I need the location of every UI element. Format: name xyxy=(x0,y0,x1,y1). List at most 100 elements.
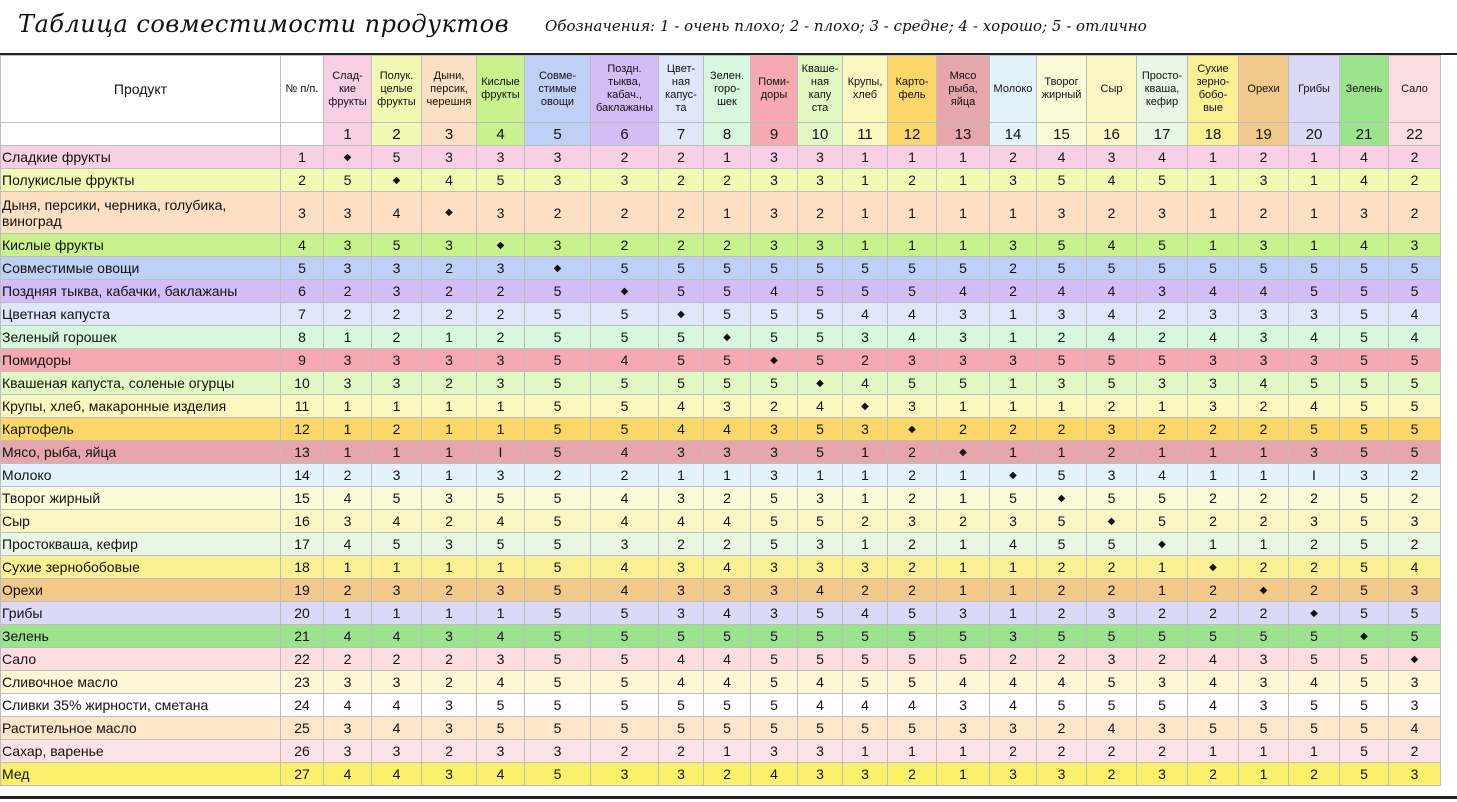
compatibility-table: Продукт № п/п. Слад- кие фрукты Полук. це… xyxy=(0,55,1441,786)
rating-cell: 5 xyxy=(887,624,937,648)
rating-cell: 3 xyxy=(797,233,843,257)
rating-cell: 4 xyxy=(371,716,422,740)
table-row: Зелень 21 4 4 3 4 5 5 5 5 5 5 5 5 5 3 5 5 5 5 5 5 ◆ 5 xyxy=(0,624,1441,648)
rating-cell: 3 xyxy=(658,601,704,625)
rating-cell: 4 xyxy=(842,371,888,395)
row-number-cell: 5 xyxy=(280,256,324,280)
rating-cell: 1 xyxy=(421,394,477,418)
rating-cell: 3 xyxy=(421,532,477,556)
rating-cell: 1 xyxy=(1238,739,1289,763)
rating-cell: 2 xyxy=(590,145,659,169)
table-row: Сухие зернобобовые 18 1 1 1 1 5 4 3 4 3 3 3 2 1 1 2 2 1 ◆ 2 2… xyxy=(0,555,1441,579)
table-row: Цветная капуста 7 2 2 2 2 5 5 ◆ 5 5 5 4 4 3 1 3 4 2 3 3 3 5 4 xyxy=(0,302,1441,326)
rating-cell: 5 xyxy=(1136,256,1188,280)
rating-cell: 2 xyxy=(590,191,659,234)
rating-cell: 3 xyxy=(658,578,704,602)
rating-cell: 3 xyxy=(371,348,422,372)
table-row: Совместимые овощи 5 3 3 2 3 ◆ 5 5 5 5 5 5 5 5 2 5 5 5 5 5 5 5 5 xyxy=(0,256,1441,280)
rating-cell: 3 xyxy=(797,145,843,169)
rating-cell: 5 xyxy=(1339,417,1389,441)
rating-cell: 3 xyxy=(323,348,372,372)
rating-cell: 5 xyxy=(1086,371,1137,395)
rating-cell: 1 xyxy=(323,417,372,441)
rating-cell: 4 xyxy=(1288,325,1340,349)
rating-cell: 5 xyxy=(1339,578,1389,602)
rating-cell: 4 xyxy=(1187,670,1239,694)
rating-cell: 2 xyxy=(658,532,704,556)
rating-cell: 4 xyxy=(750,762,798,786)
rating-cell: 3 xyxy=(1136,670,1188,694)
rating-cell: 3 xyxy=(323,191,372,234)
rating-cell: 1 xyxy=(703,463,751,487)
rating-cell: 3 xyxy=(1288,509,1340,533)
table-row: Орехи 19 2 3 2 3 5 4 3 3 3 4 2 2 1 1 2 2 1 2 ◆ 2 5 3 xyxy=(0,578,1441,602)
table-row: Мясо, рыба, яйца 13 1 1 1 I 5 4 3 3 3 5 1 2 ◆ 1 1 2 1 1 1 3 5 5 xyxy=(0,440,1441,464)
rating-cell: 2 xyxy=(1187,509,1239,533)
row-number-cell: 11 xyxy=(280,394,324,418)
rating-cell: 5 xyxy=(1086,348,1137,372)
rating-cell: 5 xyxy=(524,670,591,694)
rating-cell: 1 xyxy=(371,555,422,579)
rating-cell: 3 xyxy=(703,440,751,464)
rating-cell: 5 xyxy=(1086,670,1137,694)
rating-cell: 2 xyxy=(1136,739,1188,763)
rating-cell: 3 xyxy=(421,145,477,169)
rating-cell: 4 xyxy=(590,348,659,372)
column-header: Творог жирный xyxy=(1036,55,1087,123)
rating-cell: 3 xyxy=(989,348,1037,372)
rating-cell: 2 xyxy=(1288,555,1340,579)
rating-cell: 1 xyxy=(1187,532,1239,556)
column-header: Молоко xyxy=(989,55,1037,123)
rating-cell: I xyxy=(476,440,525,464)
rating-cell: 3 xyxy=(371,371,422,395)
rating-cell: 2 xyxy=(421,739,477,763)
rating-cell: 4 xyxy=(1187,647,1239,671)
product-name-cell: Творог жирный xyxy=(0,486,281,510)
rating-cell: 2 xyxy=(1238,486,1289,510)
rating-cell: 4 xyxy=(703,670,751,694)
rating-cell: 2 xyxy=(750,394,798,418)
rating-cell: 2 xyxy=(421,302,477,326)
rating-cell: 3 xyxy=(1086,417,1137,441)
rating-cell: 5 xyxy=(658,624,704,648)
rating-cell: 1 xyxy=(371,440,422,464)
rating-legend: Обозначения: 1 - очень плохо; 2 - плохо;… xyxy=(545,17,1147,35)
rating-cell: 5 xyxy=(887,371,937,395)
rating-cell: 5 xyxy=(703,371,751,395)
rating-cell: 2 xyxy=(1388,168,1441,192)
rating-cell: 2 xyxy=(658,233,704,257)
rating-cell: 2 xyxy=(476,325,525,349)
rating-cell: 3 xyxy=(421,233,477,257)
rating-cell: 2 xyxy=(1288,578,1340,602)
rating-cell: 2 xyxy=(936,417,990,441)
rating-cell: 5 xyxy=(524,555,591,579)
rating-cell: 2 xyxy=(797,191,843,234)
rating-cell: 3 xyxy=(1238,168,1289,192)
rating-cell: 3 xyxy=(750,417,798,441)
rating-cell: 4 xyxy=(1086,233,1137,257)
rating-cell: 1 xyxy=(936,463,990,487)
rating-cell: ◆ xyxy=(421,191,477,234)
rating-cell: 2 xyxy=(703,532,751,556)
rating-cell: 2 xyxy=(887,463,937,487)
rating-cell: 2 xyxy=(1086,394,1137,418)
rating-cell: 3 xyxy=(750,191,798,234)
product-name-cell: Сливки 35% жирности, сметана xyxy=(0,693,281,717)
rating-cell: 1 xyxy=(842,739,888,763)
rating-cell: 1 xyxy=(323,440,372,464)
rating-cell: 2 xyxy=(421,509,477,533)
rating-cell: 3 xyxy=(797,555,843,579)
product-name-cell: Сухие зернобобовые xyxy=(0,555,281,579)
rating-cell: 1 xyxy=(842,486,888,510)
rating-cell: 4 xyxy=(703,601,751,625)
rating-cell: 3 xyxy=(842,555,888,579)
rating-cell: 2 xyxy=(476,279,525,303)
column-number: 14 xyxy=(989,122,1037,146)
table-row: Помидоры 9 3 3 3 3 5 4 5 5 ◆ 5 2 3 3 3 5 5 5 3 3 3 5 5 xyxy=(0,348,1441,372)
rating-cell: 3 xyxy=(1136,191,1188,234)
rating-cell: 5 xyxy=(524,371,591,395)
rating-cell: 1 xyxy=(936,555,990,579)
rating-cell: 1 xyxy=(936,486,990,510)
rating-cell: 4 xyxy=(842,693,888,717)
rating-cell: 1 xyxy=(1288,191,1340,234)
